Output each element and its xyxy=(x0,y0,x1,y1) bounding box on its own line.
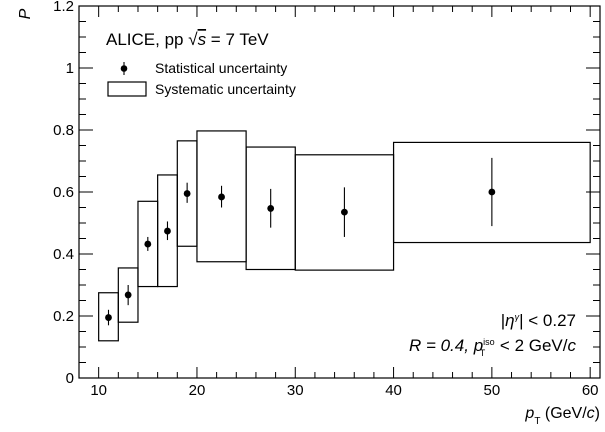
y-tick-label: 0.4 xyxy=(53,246,74,263)
iso-cut-text: < 2 GeV/ xyxy=(500,336,568,355)
collaboration-label: ALICE, pp √s = 7 TeV xyxy=(106,30,269,49)
x-tick-label: 10 xyxy=(90,382,107,399)
data-point xyxy=(341,208,348,216)
axis-tick-labels: 10 20 30 40 50 60 0 0.2 0.4 0.6 0.8 1 1.2 xyxy=(53,0,598,399)
y-tick-label: 0.8 xyxy=(53,122,74,139)
data-point xyxy=(183,190,191,197)
data-markers xyxy=(105,188,496,321)
data-point xyxy=(124,291,132,299)
x-axis-title-unit: (GeV/ xyxy=(545,405,587,422)
eta-cut-label: |ηγ| < 0.27 xyxy=(501,311,576,330)
data-point xyxy=(267,205,275,212)
y-axis-title: P xyxy=(17,8,34,19)
x-tick-label: 30 xyxy=(287,382,304,399)
collaboration-text: ALICE, pp xyxy=(106,30,184,49)
eta-cut-text: | < 0.27 xyxy=(519,311,576,330)
x-tick-label: 40 xyxy=(385,382,402,399)
systematic-box xyxy=(117,267,139,323)
x-tick-label: 20 xyxy=(189,382,206,399)
energy-text: = 7 TeV xyxy=(211,30,269,49)
data-point xyxy=(105,314,112,321)
x-tick-label: 60 xyxy=(582,382,599,399)
x-axis-title: pT (GeV/c) xyxy=(524,405,600,427)
data-point xyxy=(164,227,171,235)
legend-sys-swatch xyxy=(107,81,147,97)
legend: Statistical uncertainty Systematic uncer… xyxy=(107,60,296,97)
data-point xyxy=(144,240,152,248)
y-tick-label: 0 xyxy=(66,370,74,387)
y-tick-label: 0.6 xyxy=(53,184,74,201)
y-tick-label: 0.2 xyxy=(53,308,74,325)
isolation-label: R = 0.4, piso T < 2 GeV/c xyxy=(409,336,577,358)
y-tick-label: 1 xyxy=(66,60,74,77)
x-tick-label: 50 xyxy=(484,382,501,399)
legend-entry-systematic: Systematic uncertainty xyxy=(155,81,296,97)
statistical-error-bars xyxy=(107,157,493,326)
r-label-text: R = 0.4, xyxy=(409,336,469,355)
y-tick-label: 1.2 xyxy=(53,0,74,15)
data-point xyxy=(218,193,225,201)
axis-ticks xyxy=(78,5,600,379)
legend-stat-marker xyxy=(120,65,128,72)
legend-entry-statistical: Statistical uncertainty xyxy=(155,60,287,76)
data-point xyxy=(488,188,496,196)
